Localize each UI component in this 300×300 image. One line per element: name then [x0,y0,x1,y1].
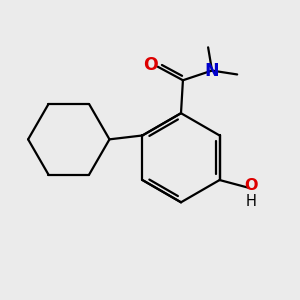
Text: O: O [143,56,158,74]
Text: H: H [245,194,256,209]
Text: O: O [244,178,257,193]
Text: N: N [205,61,219,80]
